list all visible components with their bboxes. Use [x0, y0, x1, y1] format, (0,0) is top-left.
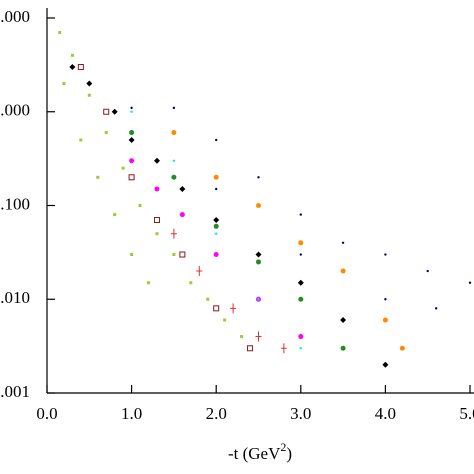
- point: [213, 305, 220, 312]
- point: [147, 281, 151, 285]
- point: [468, 281, 472, 284]
- point: [86, 80, 93, 87]
- point: [154, 186, 160, 192]
- point: [213, 217, 220, 224]
- y-tick-label: 1.000: [0, 101, 30, 120]
- point: [153, 157, 160, 164]
- point: [340, 268, 346, 274]
- point: [172, 106, 176, 110]
- point: [255, 331, 262, 342]
- point: [213, 252, 219, 258]
- x-tick-label: 1.0: [121, 404, 142, 423]
- point: [382, 317, 388, 323]
- x-tick-label: 0.0: [36, 404, 57, 423]
- x-tick-label: 4.0: [375, 404, 396, 423]
- y-tick-label: 0.100: [0, 194, 30, 213]
- point: [172, 159, 176, 162]
- x-tick-label: 5.0: [459, 404, 474, 423]
- point: [206, 297, 210, 301]
- point: [298, 334, 304, 340]
- x-tick-label: 3.0: [290, 404, 311, 423]
- point: [171, 130, 177, 136]
- point: [340, 345, 346, 351]
- point: [189, 281, 193, 285]
- point: [215, 138, 218, 142]
- point: [121, 166, 125, 170]
- point: [299, 253, 302, 256]
- y-tick-label: 0.010: [0, 288, 30, 307]
- point: [129, 158, 135, 164]
- y-tick-label: 10.000: [0, 7, 30, 26]
- point: [170, 228, 177, 239]
- point: [223, 318, 227, 322]
- point: [77, 64, 84, 71]
- point: [104, 131, 108, 135]
- point: [103, 108, 110, 115]
- point: [215, 232, 218, 235]
- point: [69, 64, 76, 71]
- x-tick-label: 2.0: [206, 404, 227, 423]
- point: [153, 217, 160, 224]
- point: [111, 108, 118, 115]
- point: [129, 130, 135, 136]
- point: [399, 345, 405, 351]
- point: [155, 232, 159, 236]
- point: [172, 253, 176, 257]
- point: [257, 176, 260, 179]
- point: [130, 110, 133, 113]
- point: [384, 298, 387, 301]
- point: [255, 251, 262, 258]
- point: [434, 307, 438, 310]
- point: [280, 343, 287, 354]
- point: [113, 213, 117, 217]
- point: [247, 345, 254, 352]
- point: [240, 335, 244, 339]
- point: [384, 253, 387, 256]
- point: [130, 253, 134, 257]
- point: [299, 347, 302, 350]
- point: [138, 204, 142, 207]
- point: [340, 317, 347, 324]
- point: [299, 213, 302, 216]
- point: [179, 212, 185, 218]
- point: [58, 31, 62, 35]
- point: [213, 174, 219, 180]
- point: [87, 93, 91, 97]
- point: [62, 82, 66, 86]
- point: [130, 106, 133, 110]
- point: [179, 251, 186, 258]
- point: [257, 298, 260, 301]
- point: [382, 361, 389, 368]
- point: [70, 53, 74, 57]
- point: [298, 240, 304, 246]
- point: [256, 259, 261, 265]
- point: [230, 303, 237, 314]
- point: [297, 279, 304, 286]
- point: [96, 175, 100, 179]
- point: [128, 174, 135, 181]
- point: [79, 138, 83, 142]
- point: [179, 185, 186, 192]
- point: [171, 174, 177, 180]
- point: [426, 269, 429, 273]
- point: [213, 223, 219, 229]
- point: [215, 187, 218, 191]
- x-axis-label: -t (GeV2): [228, 440, 292, 463]
- point: [298, 296, 304, 302]
- point: [196, 266, 203, 277]
- y-tick-label: 0.001: [0, 382, 30, 401]
- point: [256, 203, 261, 208]
- point: [128, 136, 135, 143]
- point: [341, 241, 345, 245]
